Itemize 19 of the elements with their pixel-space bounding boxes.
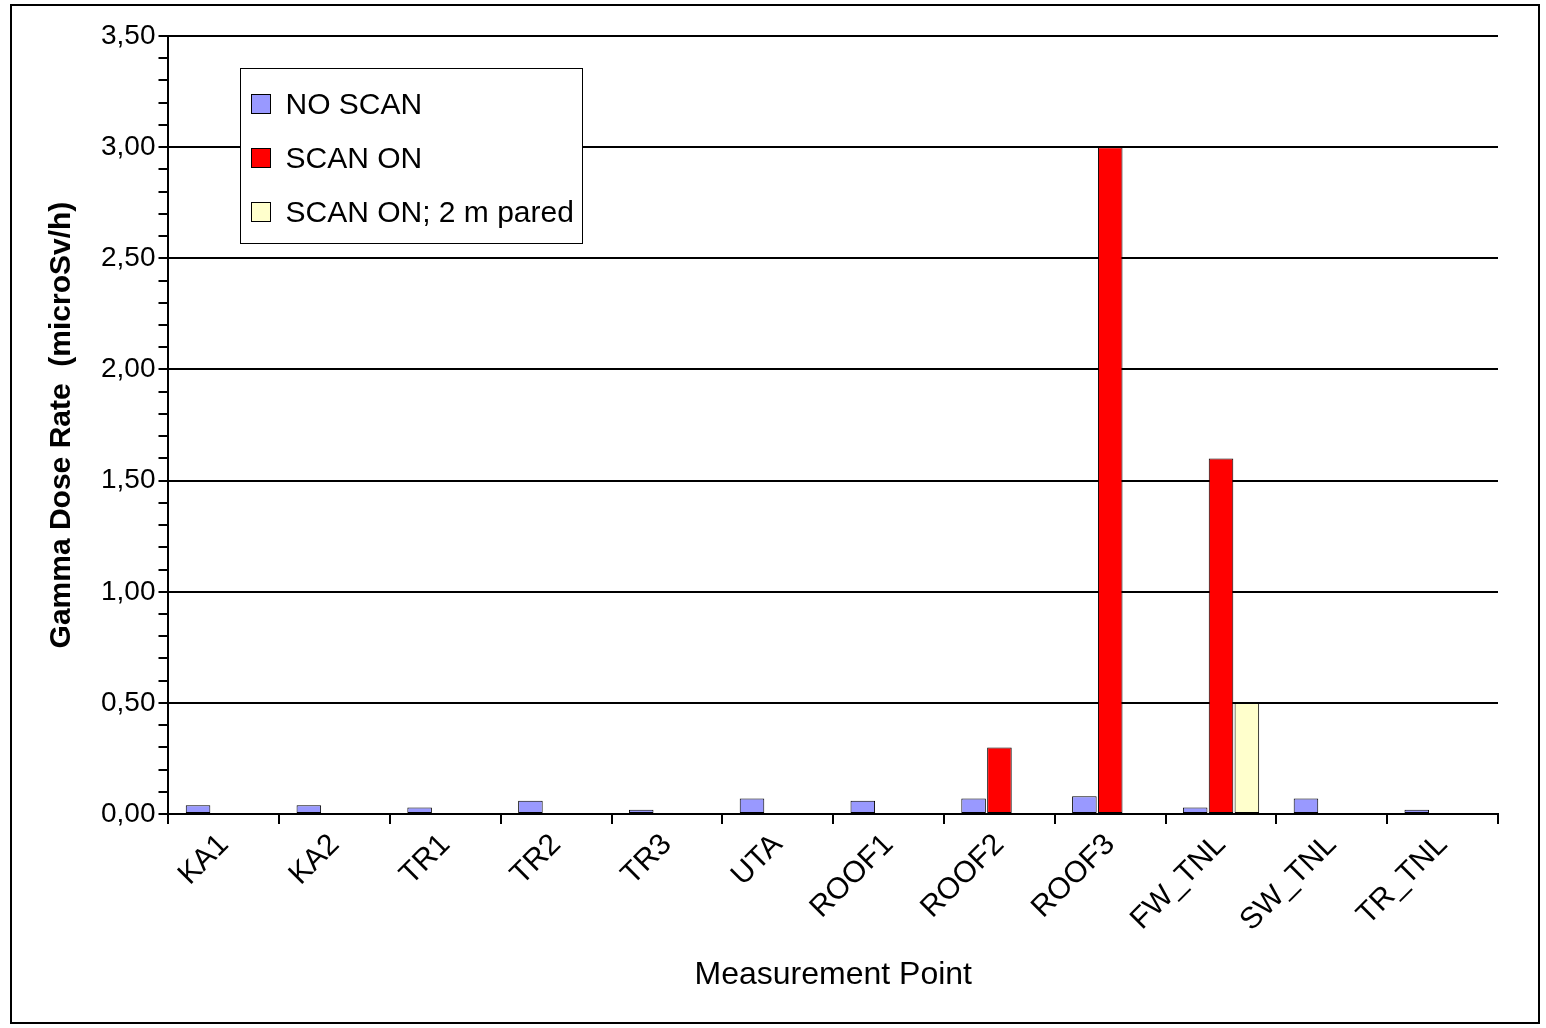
y-tick-label: 1,00 [101, 574, 156, 606]
x-axis-title: Measurement Point [694, 954, 973, 991]
y-tick-label: 0,50 [101, 685, 156, 717]
y-tick-label: 2,00 [101, 352, 156, 384]
y-tick-label: 3,00 [101, 129, 156, 161]
y-tick-label: 2,50 [101, 241, 156, 273]
x-tick-label: KA2 [281, 826, 345, 891]
y-axis-title: Gamma Dose Rate (microSv/h) [43, 201, 77, 649]
y-tick-label: 3,50 [101, 18, 156, 50]
legend-label: NO SCAN [285, 87, 423, 121]
x-tick-label: TR2 [502, 826, 567, 890]
y-tick-label: 1,50 [101, 463, 156, 495]
legend-label: SCAN ON [285, 141, 423, 175]
x-tick-label: UTA [723, 826, 788, 891]
y-tick-label: 0,00 [101, 796, 156, 828]
x-tick-label: KA1 [170, 826, 234, 891]
x-tick-label: TR1 [392, 826, 456, 890]
x-tick-label: TR3 [613, 826, 678, 890]
legend-label: SCAN ON; 2 m pared [285, 195, 574, 229]
